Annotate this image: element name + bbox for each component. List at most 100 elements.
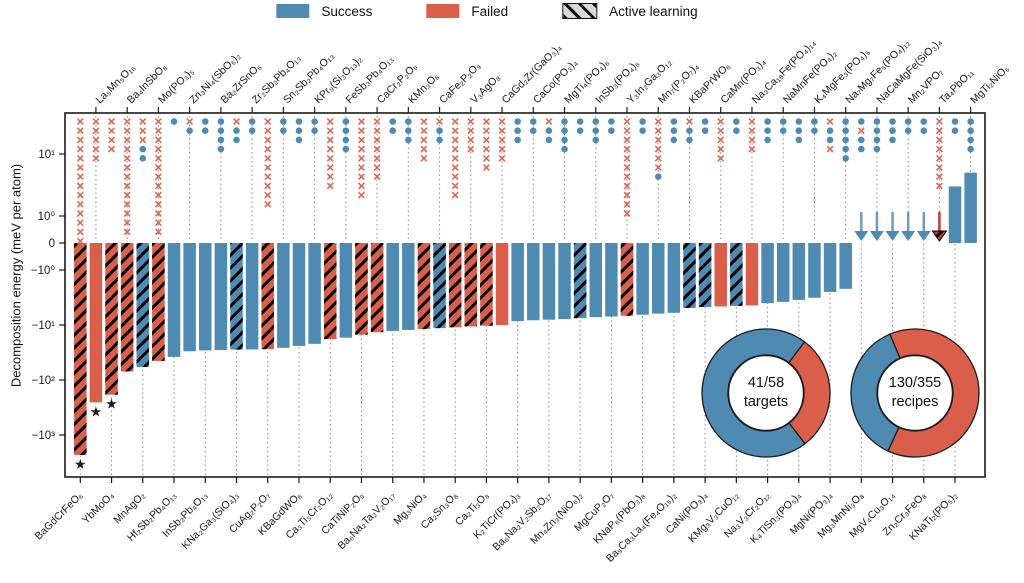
success-recipe-dot-icon [858,145,865,153]
success-recipe-dot-icon [311,127,318,134]
failed-recipe-x-icon [76,200,84,208]
success-recipe-dot-icon [514,136,521,144]
success-recipe-dot-icon [592,136,600,144]
failed-recipe-x-icon [76,219,84,227]
hull-arrow-head [916,231,931,241]
success-recipe-dot-icon [342,118,350,125]
legend-item-failed: Failed [426,4,508,19]
success-recipe-dot-icon [873,136,881,144]
success-recipe-dot-icon [686,136,693,144]
failed-recipe-x-icon [76,173,84,181]
bar [839,243,852,289]
bar-hatch [323,243,337,340]
bar [964,172,977,243]
success-recipe-dot-icon [436,127,443,134]
success-recipe-dot-icon [811,127,818,134]
failed-recipe-x-icon [326,154,334,162]
failed-recipe-x-icon [623,191,631,199]
failed-recipe-x-icon [108,136,116,144]
failed-recipe-x-icon [654,127,662,135]
plot-frame [64,112,986,478]
failed-recipe-x-icon [482,118,490,125]
failed-recipe-x-icon [357,118,365,125]
failed-recipe-x-icon [123,164,131,171]
failed-recipe-x-icon [623,210,631,217]
failed-recipe-x-icon [123,191,131,199]
failed-recipe-x-icon [76,118,84,125]
success-recipe-dot-icon [405,127,412,134]
target-label-bottom: Ba₆Na₂Ta₂V₂O₁₇ [335,489,398,552]
failed-recipe-x-icon [154,191,162,199]
failed-recipe-x-icon [935,118,943,125]
donut-targets-label: targets [743,394,789,410]
bar [808,243,821,298]
failed-recipe-x-icon [482,136,490,144]
success-recipe-dot-icon [139,155,147,162]
bar [589,243,603,318]
bar [745,243,759,306]
failed-recipe-x-icon [326,145,334,153]
failed-recipe-x-icon [467,127,475,135]
failed-recipe-x-icon [264,118,272,125]
failed-recipe-x-icon [108,127,116,135]
failed-recipe-x-icon [123,182,131,190]
success-recipe-dot-icon [295,127,303,134]
success-recipe-dot-icon [561,136,568,144]
success-recipe-dot-icon [858,136,865,144]
success-recipe-dot-icon [201,127,209,134]
failed-recipe-x-icon [420,154,428,162]
failed-recipe-x-icon [498,154,506,162]
failed-recipe-x-icon [451,191,459,199]
success-recipe-dot-icon [561,127,568,134]
success-recipe-dot-icon [920,127,928,134]
failed-recipe-x-icon [326,182,334,190]
bar-hatch [573,243,587,319]
failed-recipe-x-icon [326,173,334,181]
failed-recipe-x-icon [420,127,428,135]
failed-recipe-x-icon [92,154,100,162]
failed-recipe-x-icon [857,127,865,135]
failed-recipe-x-icon [467,136,475,144]
target-label-top: MgTi₂NiO₆ [968,63,1011,106]
failed-recipe-x-icon [935,136,943,144]
failed-recipe-x-icon [92,127,100,135]
failed-recipe-x-icon [373,173,381,181]
failed-recipe-x-icon [482,154,490,162]
failed-recipe-x-icon [154,118,162,125]
failed-recipe-x-icon [357,164,365,171]
donut-hole-edge [876,355,953,432]
failed-recipe-x-icon [748,145,756,153]
bar [948,186,962,243]
failed-recipe-x-icon [123,136,131,144]
failed-recipe-x-icon [654,118,662,125]
success-recipe-dot-icon [967,136,974,144]
failed-recipe-x-icon [264,154,272,162]
failed-recipe-x-icon [654,164,662,171]
failed-recipe-x-icon [545,118,553,125]
bar [277,243,290,348]
failed-recipe-x-icon [123,200,131,208]
legend-label-failed: Failed [471,3,509,19]
success-recipe-dot-icon [764,127,771,134]
failed-recipe-x-icon [420,118,428,125]
success-recipe-dot-icon [889,136,896,144]
failed-recipe-x-icon [717,127,725,135]
failed-recipe-x-icon [623,182,631,190]
failed-recipe-x-icon [357,136,365,144]
success-recipe-dot-icon [795,127,803,134]
failed-recipe-x-icon [123,228,131,236]
failed-swatch-icon [426,4,460,18]
success-recipe-dot-icon [233,136,240,144]
success-recipe-dot-icon [967,118,974,125]
success-recipe-dot-icon [670,118,678,125]
success-recipe-dot-icon [170,118,178,125]
bar-hatch [433,243,446,329]
bar [651,243,665,314]
failed-recipe-x-icon [623,154,631,162]
bar-hatch [448,243,462,328]
success-recipe-dot-icon [904,127,912,134]
failed-recipe-x-icon [357,173,365,181]
y-tick-label: 10⁰ [38,211,56,223]
failed-recipe-x-icon [935,164,943,171]
